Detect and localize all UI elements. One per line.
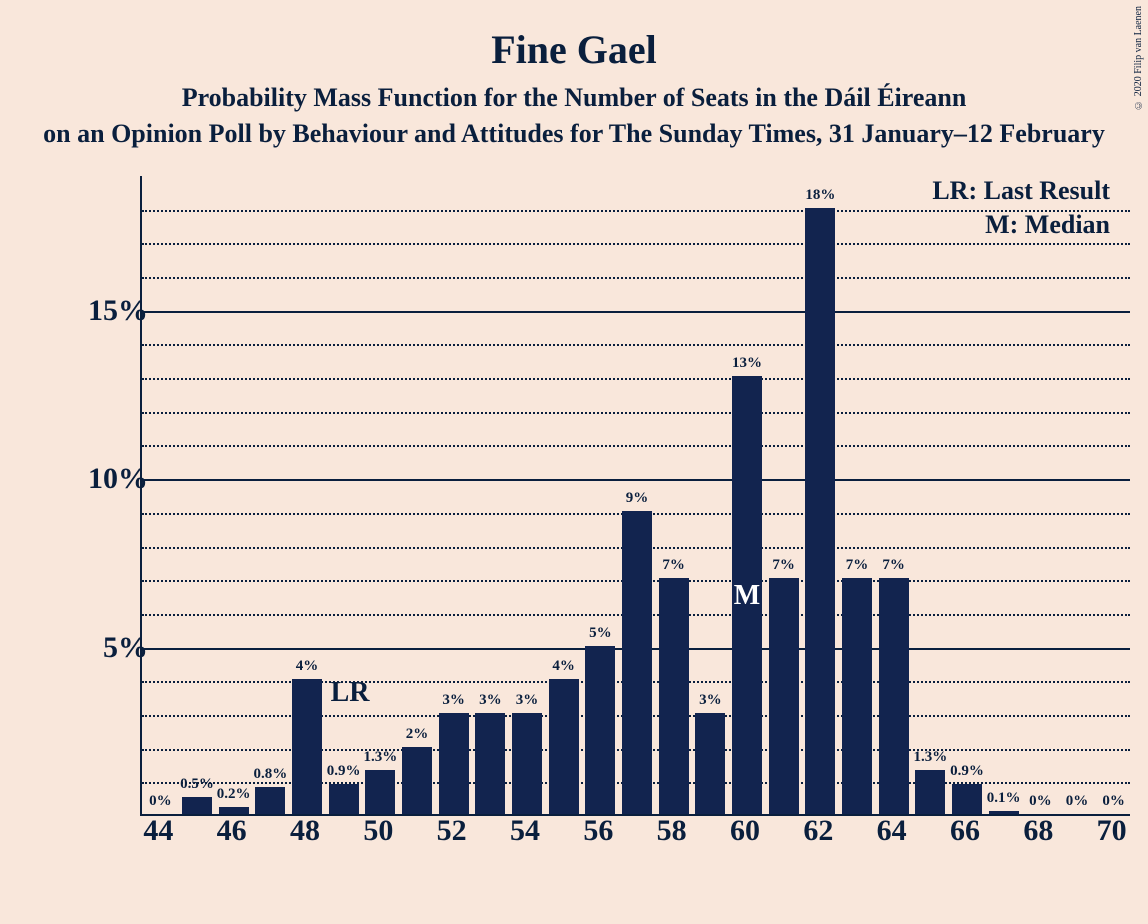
bar-seat-48 [292,679,322,814]
bar-value-label: 4% [552,658,575,675]
x-axis-label: 48 [290,814,320,848]
bar-seat-67 [989,811,1019,814]
bar-value-label: 18% [805,187,835,204]
x-axis-label: 44 [143,814,173,848]
bar-value-label: 7% [846,557,869,574]
bar-seat-57 [622,511,652,814]
grid-major [142,479,1130,481]
median-marker: M [734,580,760,612]
legend-m: M: Median [932,210,1110,240]
bar-seat-45 [182,797,212,814]
bar-seat-61 [769,578,799,814]
last-result-marker: LR [331,677,370,709]
x-axis-label: 60 [730,814,760,848]
bar-seat-49 [329,784,359,814]
bar-value-label: 4% [296,658,319,675]
bar-value-label: 9% [626,490,649,507]
y-axis-label: 10% [58,462,148,496]
bar-value-label: 0.1% [987,790,1021,807]
x-axis-label: 52 [437,814,467,848]
bar-seat-55 [549,679,579,814]
bar-seat-56 [585,646,615,814]
bar-seat-62 [805,208,835,814]
bar-seat-47 [255,787,285,814]
grid-minor [142,412,1130,414]
grid-major [142,311,1130,313]
bar-seat-52 [439,713,469,814]
bar-seat-65 [915,770,945,814]
legend-lr: LR: Last Result [932,176,1110,206]
bar-seat-54 [512,713,542,814]
bar-value-label: 7% [882,557,905,574]
bar-seat-46 [219,807,249,814]
bar-seat-50 [365,770,395,814]
grid-minor [142,378,1130,380]
chart-area: LR: Last Result M: Median 0% 0.5%0.2%0.8%… [40,166,1148,886]
x-axis-label: 66 [950,814,980,848]
bar-value-label: 13% [732,355,762,372]
grid-minor [142,243,1130,245]
bar-value-label: 0.2% [217,786,251,803]
x-axis-label: 50 [363,814,393,848]
bar-value-label: 7% [772,557,795,574]
bar-value-label: 0% [1066,793,1089,810]
bar-value-label: 0.9% [327,763,361,780]
bar-value-label: 0% [1102,793,1125,810]
grid-minor [142,344,1130,346]
bar-value-label: 3% [479,692,502,709]
bar-value-label: 3% [442,692,465,709]
bar-value-label: 1.3% [363,749,397,766]
x-axis-label: 58 [657,814,687,848]
bar-value-label: 0.5% [180,776,214,793]
x-axis-label: 46 [217,814,247,848]
grid-minor [142,445,1130,447]
bar-value-label: 2% [406,726,429,743]
bar-seat-59 [695,713,725,814]
grid-minor [142,277,1130,279]
bar-value-label: 3% [699,692,722,709]
chart-subtitle-2: on an Opinion Poll by Behaviour and Atti… [0,119,1148,149]
chart-title: Fine Gael [0,26,1148,73]
x-axis-label: 62 [803,814,833,848]
bar-value-label: 3% [516,692,539,709]
plot-region: LR: Last Result M: Median 0% 0.5%0.2%0.8%… [140,176,1130,816]
bar-seat-58 [659,578,689,814]
bar-seat-51 [402,747,432,814]
chart-subtitle-1: Probability Mass Function for the Number… [0,83,1148,113]
copyright-text: © 2020 Filip van Laenen [1133,6,1144,110]
bar-value-label: 0.8% [253,766,287,783]
y-axis-label: 15% [58,294,148,328]
x-axis-label: 70 [1097,814,1127,848]
bar-seat-66 [952,784,982,814]
y-axis-label: 5% [58,631,148,665]
x-axis-label: 64 [877,814,907,848]
bar-value-label: 7% [662,557,685,574]
bar-value-label: 0.9% [950,763,984,780]
bar-seat-63 [842,578,872,814]
bar-seat-53 [475,713,505,814]
bar-value-label: 0% [1029,793,1052,810]
bar-value-label: 0% [149,793,172,810]
x-axis-label: 54 [510,814,540,848]
bar-value-label: 5% [589,625,612,642]
bar-value-label: 1.3% [913,749,947,766]
title-block: Fine Gael Probability Mass Function for … [0,0,1148,149]
x-axis-label: 68 [1023,814,1053,848]
x-axis-label: 56 [583,814,613,848]
bar-seat-64 [879,578,909,814]
grid-minor [142,210,1130,212]
